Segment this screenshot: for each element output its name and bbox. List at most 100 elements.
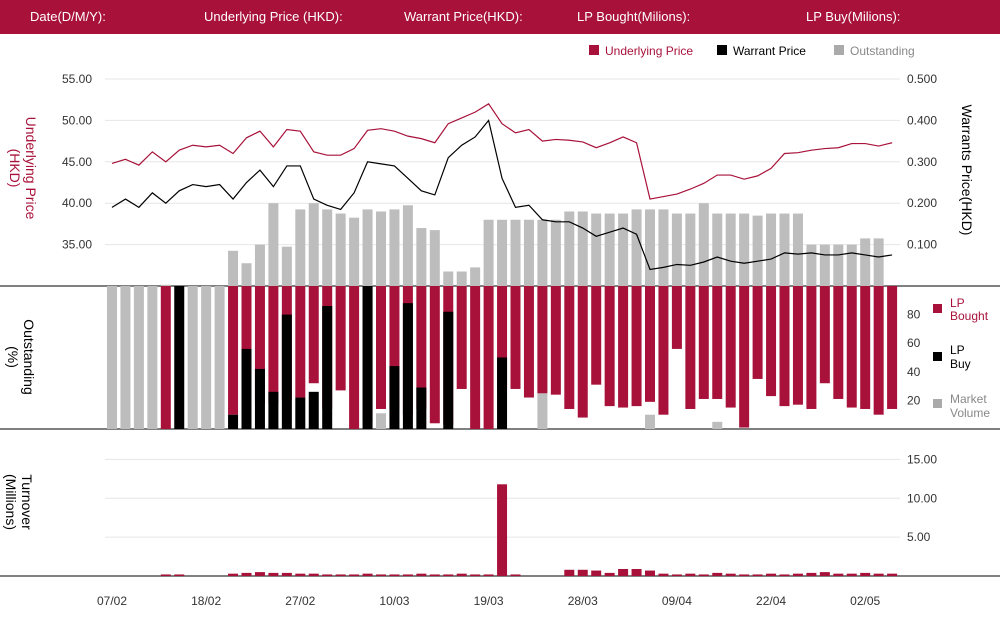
turnover-bar: [228, 573, 239, 576]
outstanding-bar: [470, 267, 481, 286]
turnover-bar: [577, 569, 588, 576]
svg-text:Turnover: Turnover: [19, 474, 35, 530]
lp-buy-bar: [295, 397, 306, 429]
outstanding-bar: [322, 209, 333, 286]
outstanding-bar: [389, 209, 400, 286]
warrant-price-label: Warrant Price(HKD):: [404, 9, 523, 24]
outstanding-bar: [564, 211, 575, 286]
lp-buy-bar: [322, 306, 333, 429]
lp-bought-bar: [577, 286, 588, 418]
right-axis-tick-label: 0.200: [907, 196, 937, 210]
turnover-bar: [658, 573, 669, 576]
turnover-bar: [819, 572, 830, 576]
x-axis-tick-label: 19/03: [474, 594, 504, 608]
x-axis-tick-label: 09/04: [662, 594, 692, 608]
lp-buy-bar: [241, 348, 252, 429]
outstanding-bar: [523, 219, 534, 286]
underlying-price-label: Underlying Price (HKD):: [204, 9, 343, 24]
outstanding-bar: [281, 246, 292, 286]
turnover-bar: [645, 570, 655, 576]
turnover-bar: [456, 573, 467, 576]
lp-bought-bar: [483, 286, 494, 429]
turnover-bar: [402, 574, 413, 576]
lp-bought-bar: [335, 286, 346, 391]
turnover-bar: [604, 572, 615, 576]
outstanding-bar: [376, 211, 386, 286]
turnover-bar: [416, 573, 427, 576]
right-axis-tick-label: 0.100: [907, 238, 937, 252]
lp-bought-bar: [550, 286, 561, 395]
outstanding-bar: [537, 219, 548, 286]
lp-bought-bar: [806, 286, 817, 409]
lp-bought-bar: [766, 286, 777, 397]
outstanding-bar: [631, 209, 642, 286]
turnover-bar: [510, 574, 521, 576]
lp-bought-bar: [295, 286, 306, 398]
market-volume-bar: [107, 286, 117, 429]
market-volume-bar: [120, 286, 131, 429]
warrant-price-line: [111, 119, 893, 271]
lp-bought-bar: [308, 286, 319, 384]
market-volume-bar: [201, 286, 212, 429]
outstanding-bar: [846, 244, 857, 286]
right-axis-tick-label: 0.400: [907, 113, 937, 127]
lp-bought-bar: [604, 286, 615, 407]
turnover-bar: [739, 574, 750, 576]
turnover-bar: [241, 572, 252, 576]
turnover-axis-tick-label: 10.00: [907, 491, 937, 505]
turnover-bar: [483, 574, 494, 576]
lp-bought-bar: [752, 286, 763, 379]
lp-bought-bar: [429, 286, 440, 424]
outstanding-bar: [779, 213, 790, 286]
outstanding-bar: [160, 284, 171, 286]
outstanding-bar: [806, 244, 817, 286]
lp-bought-bar: [873, 286, 884, 415]
legend-market-volume-line1: Market: [950, 392, 987, 406]
outstanding-bar: [402, 205, 413, 286]
turnover-bar: [322, 574, 333, 576]
lp-bought-bar: [739, 286, 750, 428]
turnover-bar: [295, 573, 306, 576]
outstanding-bar: [349, 217, 360, 286]
lp-buy-label: LP Buy(Milions):: [806, 9, 901, 24]
svg-text:(%): (%): [5, 346, 21, 368]
market-volume-bar: [133, 286, 144, 429]
turnover-bar: [470, 574, 481, 576]
turnover-bar: [631, 569, 642, 576]
lp-bought-bar: [537, 286, 548, 394]
lp-bought-bar: [887, 286, 898, 409]
lp-bought-bar: [564, 286, 575, 409]
lp-buy-bar: [497, 357, 508, 429]
lp-buy-bar: [254, 368, 265, 429]
outstanding-bar: [873, 238, 884, 286]
x-axis-tick-label: 07/02: [97, 594, 127, 608]
lp-bought-bar: [792, 286, 803, 405]
outstanding-axis-tick-label: 40: [907, 365, 921, 379]
lp-buy-bar: [281, 314, 292, 429]
outstanding-bar: [860, 238, 871, 286]
lp-bought-bar: [228, 286, 239, 415]
lp-buy-bar: [389, 366, 400, 429]
lp-bought-bar: [860, 286, 871, 409]
legend-swatch-lp-buy: [933, 352, 942, 361]
lp-bought-bar: [833, 286, 844, 399]
outstanding-axis-tick-label: 20: [907, 393, 921, 407]
legend-swatch-underlying: [589, 45, 599, 55]
outstanding-bar: [456, 271, 467, 286]
outstanding-bar: [591, 213, 602, 286]
y-axis-title-underlying: Underlying Price (HKD): [7, 117, 39, 220]
market-volume-bar: [376, 413, 386, 429]
outstanding-bar: [618, 213, 629, 286]
outstanding-bar: [308, 203, 319, 286]
left-axis-tick-label: 50.00: [62, 113, 92, 127]
lp-bought-bar: [846, 286, 857, 408]
lp-bought-bar: [819, 286, 830, 384]
legend-swatch-lp-bought: [933, 304, 942, 313]
turnover-bar: [806, 572, 817, 576]
left-axis-tick-label: 35.00: [62, 238, 92, 252]
lp-bought-bar: [268, 286, 279, 404]
outstanding-bar: [295, 209, 306, 286]
underlying-price-line: [111, 103, 893, 200]
x-axis-tick-label: 22/04: [756, 594, 786, 608]
turnover-bar: [160, 574, 171, 576]
